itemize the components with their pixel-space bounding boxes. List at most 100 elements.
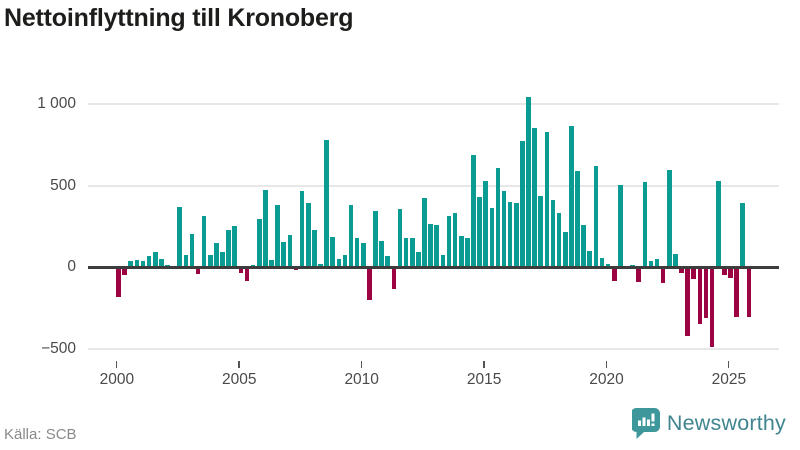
bar [275,205,280,268]
bar [514,203,519,268]
bar [195,267,201,274]
bar [715,180,721,268]
bar [452,213,458,268]
bar [581,224,586,268]
bar [244,267,250,282]
bar [116,267,121,297]
newsworthy-wordmark: Newsworthy [666,411,786,435]
bar [562,231,568,268]
bar [746,267,752,317]
bar [440,254,446,268]
bar [520,140,525,268]
y-axis-label: 0 [67,258,76,275]
bar [734,267,739,317]
gridline [88,184,779,187]
bar [483,180,488,268]
bar [728,267,733,278]
bar [232,226,238,268]
bar [642,182,648,268]
x-axis-label: 2015 [466,371,502,388]
bar [256,218,262,268]
bar [348,205,354,268]
y-axis-label: −500 [41,339,76,357]
bar [446,216,452,268]
bar [336,258,342,268]
source-note: Källa: SCB [4,426,77,443]
bar [128,261,134,268]
bar [269,260,274,268]
bar [330,236,335,268]
x-axis-label: 2010 [344,371,379,388]
bar [538,196,544,268]
bar [434,224,440,268]
bar [403,238,409,268]
x-axis-tick [605,361,607,368]
bar [709,267,715,348]
zero-axis-line [88,265,779,269]
bar [477,196,482,268]
bar [354,237,360,268]
bar [458,236,464,268]
bar [593,165,599,268]
bar [495,168,501,268]
bar [703,267,709,318]
bar [428,223,433,268]
bar [611,267,617,282]
bar [146,255,152,268]
bar [379,240,384,268]
newsworthy-bubble-chart-icon [630,407,660,439]
x-axis-tick [727,361,730,368]
bar [324,139,329,268]
x-axis-tick [360,361,363,368]
bar [471,154,476,268]
bar [361,242,366,268]
newsworthy-logo: Newsworthy [630,407,786,439]
bar [679,267,684,273]
bar [385,255,391,268]
bar [177,206,182,268]
bar [569,126,574,268]
x-axis-label: 2020 [589,371,624,388]
bar [654,258,660,268]
bar [501,191,507,268]
bar [416,252,421,268]
bar [507,201,513,268]
bar [183,254,189,268]
bar [544,131,550,268]
bar [740,203,746,268]
bar [636,267,641,282]
bar [660,267,666,283]
bar [587,250,593,268]
bar [220,251,225,268]
gridline [88,103,779,105]
bar [201,216,207,268]
bar [299,191,305,268]
bar [208,254,213,268]
bar [263,190,268,268]
bar [189,234,195,268]
bar [691,267,697,279]
bar [397,209,403,268]
bar [214,242,219,268]
bar [526,96,531,268]
bar [305,202,311,268]
bar [342,254,348,268]
bar [422,197,427,268]
bar [409,237,415,268]
bar [287,235,293,268]
bar [648,261,654,268]
bar [667,170,672,268]
bar [122,267,127,276]
bar [140,261,146,268]
bar [373,210,378,268]
bar [575,170,580,268]
gridline [88,347,779,350]
x-axis-tick [115,361,118,368]
y-axis-label: 1 000 [37,95,76,112]
bar [618,184,623,268]
bar [152,252,158,268]
bar [293,267,299,271]
bar [281,241,287,268]
bar [489,208,495,268]
